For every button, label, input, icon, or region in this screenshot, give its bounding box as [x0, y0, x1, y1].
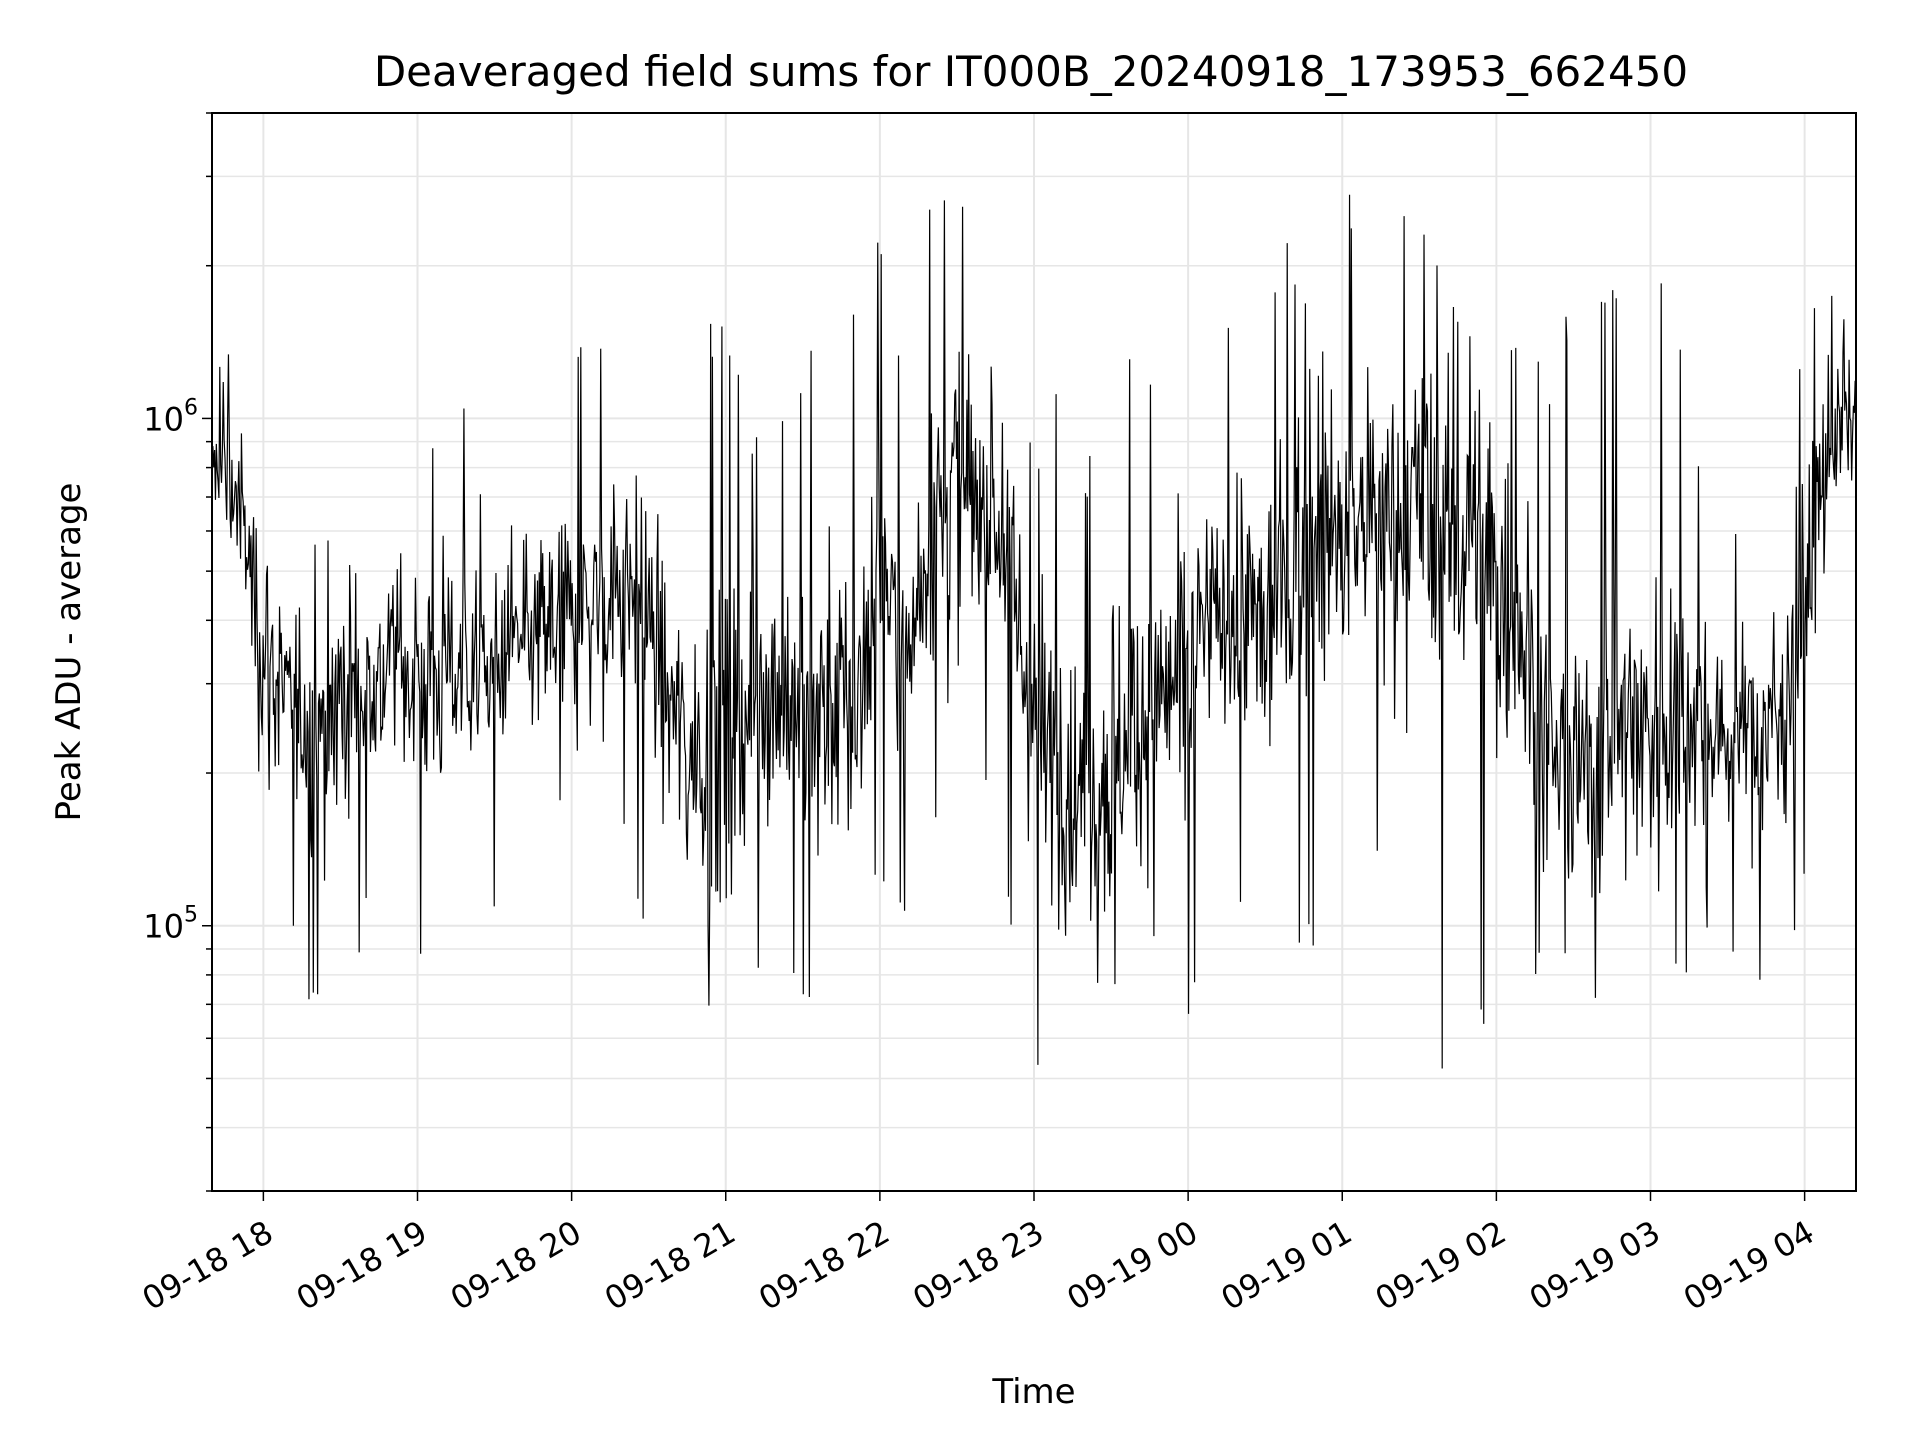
y-axis-label: Peak ADU - average	[49, 483, 89, 822]
chart-title: Deaveraged field sums for IT000B_2024091…	[374, 47, 1688, 96]
x-tick-label: 09-18 23	[906, 1213, 1050, 1318]
x-tick-label: 09-19 00	[1061, 1213, 1205, 1318]
x-tick-label: 09-19 04	[1677, 1213, 1821, 1318]
x-tick-label: 09-19 01	[1215, 1213, 1359, 1318]
y-tick-base: 10	[143, 400, 184, 438]
x-tick-label: 09-18 18	[136, 1213, 280, 1318]
x-tick-label: 09-18 19	[290, 1213, 434, 1318]
x-tick-label: 09-19 03	[1523, 1213, 1667, 1318]
x-tick-label: 09-18 20	[444, 1213, 588, 1318]
y-tick-label: 106	[143, 395, 198, 438]
x-axis-label: Time	[991, 1372, 1075, 1412]
x-tick-label: 09-18 21	[598, 1213, 742, 1318]
y-tick-exponent: 6	[184, 395, 198, 420]
x-axis: 09-18 18 09-18 19 09-18 20 09-18 21 09-18 22…	[136, 1191, 1821, 1318]
series-line	[212, 194, 1856, 1069]
x-tick-label: 09-18 22	[752, 1213, 896, 1318]
grid	[212, 112, 1856, 1192]
y-tick-exponent: 5	[184, 903, 198, 928]
plot-area	[212, 194, 1856, 1069]
x-tick-label: 09-19 02	[1369, 1213, 1513, 1318]
y-tick-label: 105	[143, 903, 198, 946]
y-tick-base: 10	[143, 908, 184, 946]
